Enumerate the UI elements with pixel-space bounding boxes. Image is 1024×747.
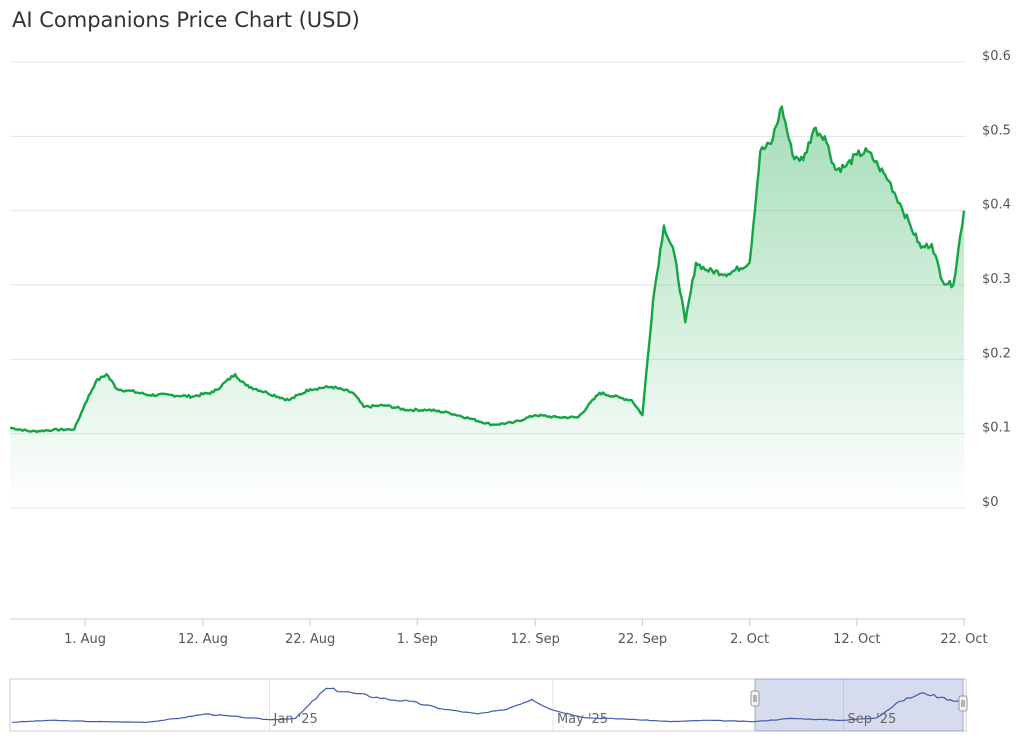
y-tick-label: $0.6 xyxy=(982,49,1011,64)
x-tick-label: 2. Oct xyxy=(730,632,769,647)
y-tick-label: $0.2 xyxy=(982,346,1011,361)
y-tick-label: $0.5 xyxy=(982,123,1011,138)
navigator-label: Sep '25 xyxy=(848,712,897,727)
y-tick-label: $0.3 xyxy=(982,272,1011,287)
x-tick-label: 1. Sep xyxy=(397,632,438,647)
y-tick-label: $0 xyxy=(982,495,999,510)
navigator-line xyxy=(11,687,965,724)
navigator-label: Jan '25 xyxy=(272,712,317,727)
x-tick-label: 12. Sep xyxy=(511,632,560,647)
x-tick-label: 1. Aug xyxy=(64,632,106,647)
chart-title: AI Companions Price Chart (USD) xyxy=(12,8,360,32)
navigator-handle-right[interactable] xyxy=(958,695,968,712)
x-tick-label: 12. Oct xyxy=(833,632,880,647)
navigator-handle-left[interactable] xyxy=(750,690,760,707)
navigator-label: May '25 xyxy=(557,712,608,727)
y-tick-label: $0.4 xyxy=(982,198,1011,213)
y-axis: $0 $0.1 $0.2 $0.3 $0.4 $0.5 $0.6 xyxy=(982,49,1011,510)
x-tick-label: 22. Oct xyxy=(940,632,987,647)
x-axis: 1. Aug 12. Aug 22. Aug 1. Sep 12. Sep 22. Sep… xyxy=(64,619,988,647)
x-tick-label: 22. Aug xyxy=(285,632,335,647)
x-tick-label: 12. Aug xyxy=(178,632,228,647)
price-area xyxy=(10,106,964,508)
navigator-grid xyxy=(268,679,845,731)
navigator[interactable]: Jan '25 May '25 Sep '25 xyxy=(9,678,968,732)
x-tick-label: 22. Sep xyxy=(618,632,667,647)
price-line[interactable] xyxy=(9,105,966,434)
y-tick-label: $0.1 xyxy=(982,421,1011,436)
navigator-labels: Jan '25 May '25 Sep '25 xyxy=(272,712,896,727)
navigator-selected-range[interactable] xyxy=(754,678,964,732)
